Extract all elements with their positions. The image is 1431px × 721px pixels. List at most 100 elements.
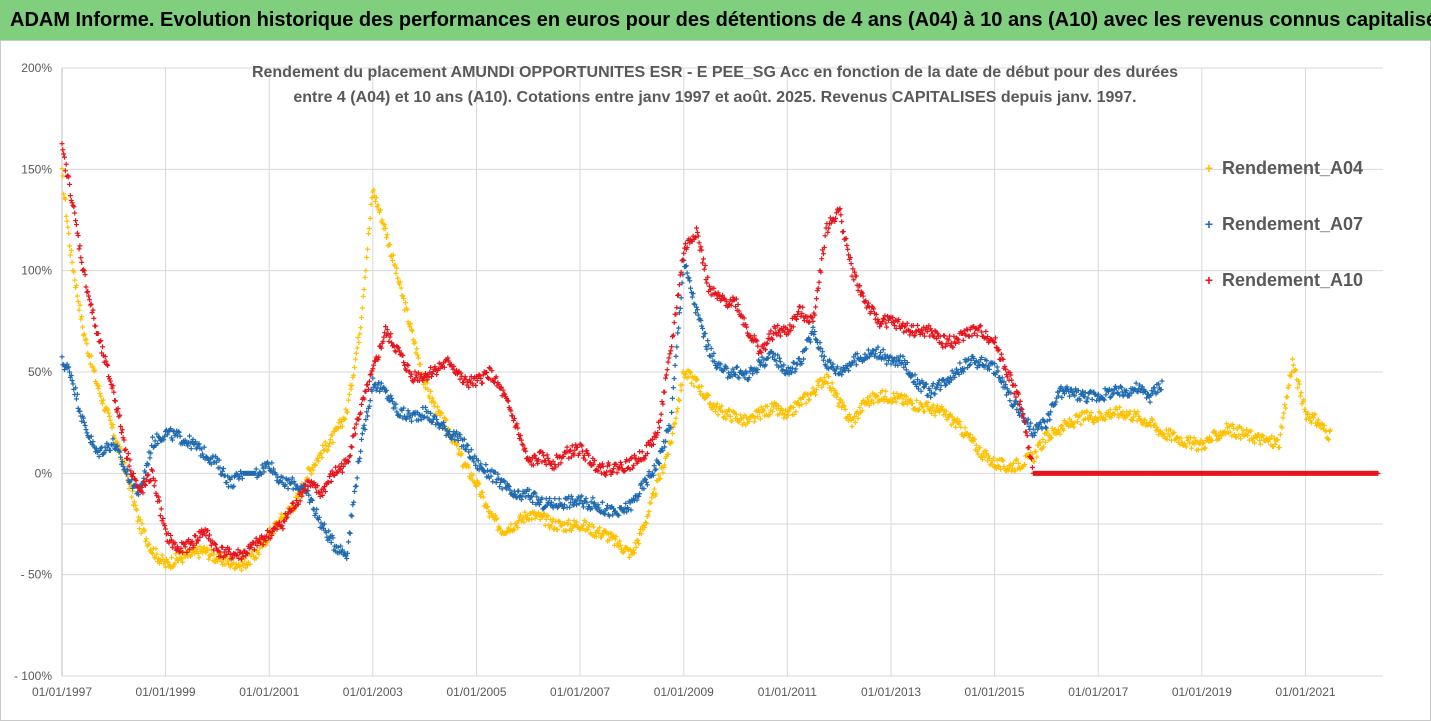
data-point — [150, 550, 156, 556]
data-point — [1289, 356, 1295, 362]
data-point — [595, 528, 601, 534]
data-point — [922, 408, 928, 414]
data-point — [84, 341, 90, 347]
data-point — [878, 349, 884, 355]
data-point — [415, 352, 421, 358]
data-point — [1283, 405, 1289, 411]
data-point — [660, 470, 666, 476]
data-point — [71, 269, 77, 275]
data-point — [858, 400, 864, 406]
data-point — [697, 389, 703, 395]
data-point — [1285, 385, 1291, 391]
data-point — [132, 502, 138, 508]
data-point — [1016, 461, 1022, 467]
data-point — [329, 432, 335, 438]
data-point — [675, 406, 681, 412]
data-point — [431, 403, 437, 409]
data-point — [1284, 394, 1290, 400]
data-point — [793, 366, 799, 372]
data-point — [379, 217, 385, 223]
data-point — [566, 517, 572, 523]
data-point — [339, 418, 345, 424]
data-point — [67, 252, 73, 258]
data-point — [676, 398, 682, 404]
data-point — [253, 555, 259, 561]
data-point — [494, 515, 500, 521]
data-point — [552, 496, 558, 502]
data-point — [483, 501, 489, 507]
data-point — [860, 397, 866, 403]
data-point — [1000, 356, 1006, 362]
data-point — [392, 348, 398, 354]
data-point — [1297, 393, 1303, 399]
data-point — [152, 438, 158, 444]
data-point — [855, 415, 861, 421]
data-point — [521, 519, 527, 525]
data-point — [310, 467, 316, 473]
data-point — [529, 516, 535, 522]
data-point — [404, 307, 410, 313]
data-point — [359, 436, 365, 442]
data-point — [95, 386, 101, 392]
data-point — [652, 467, 658, 473]
data-point — [356, 339, 362, 345]
legend-marker-icon: + — [1204, 216, 1214, 232]
data-point — [746, 419, 752, 425]
data-point — [325, 447, 331, 453]
y-tick-label: 150% — [21, 162, 52, 176]
data-point — [100, 401, 106, 407]
data-point — [1040, 436, 1046, 442]
data-point — [1288, 373, 1294, 379]
data-point — [664, 427, 670, 433]
data-point — [663, 375, 669, 381]
data-point — [522, 509, 528, 515]
data-point — [705, 392, 711, 398]
data-point — [937, 387, 943, 393]
data-point — [815, 285, 821, 291]
data-point — [196, 555, 202, 561]
data-point — [738, 412, 744, 418]
data-point — [1034, 454, 1040, 460]
data-point — [395, 275, 401, 281]
data-point — [810, 324, 816, 330]
data-point — [85, 289, 91, 295]
data-point — [671, 376, 677, 382]
data-point — [678, 295, 684, 301]
data-point — [1258, 441, 1264, 447]
data-point — [725, 412, 731, 418]
data-point — [122, 460, 128, 466]
data-point — [247, 561, 253, 567]
data-point — [161, 561, 167, 567]
data-point — [773, 401, 779, 407]
data-point — [110, 422, 116, 428]
data-point — [792, 369, 798, 375]
x-tick-label: 01/01/1999 — [136, 685, 196, 699]
data-point — [810, 318, 816, 324]
data-point — [874, 393, 880, 399]
data-point — [72, 210, 78, 216]
data-point — [983, 329, 989, 335]
data-point — [123, 446, 129, 452]
data-point — [135, 518, 141, 524]
data-point — [79, 259, 85, 265]
data-point — [315, 458, 321, 464]
data-point — [428, 388, 434, 394]
data-point — [519, 441, 525, 447]
data-point — [839, 219, 845, 225]
data-point — [536, 510, 542, 516]
legend-label: Rendement_A10 — [1222, 269, 1364, 290]
data-point — [388, 331, 394, 337]
data-point — [871, 400, 877, 406]
data-point — [62, 154, 68, 160]
data-point — [486, 514, 492, 520]
data-point — [734, 364, 740, 370]
data-point — [148, 546, 154, 552]
data-point — [660, 401, 666, 407]
data-point — [476, 481, 482, 487]
data-point — [938, 383, 944, 389]
data-point — [669, 344, 675, 350]
data-point — [405, 363, 411, 369]
data-point — [542, 511, 548, 517]
data-point — [352, 488, 358, 494]
data-point — [357, 331, 363, 337]
